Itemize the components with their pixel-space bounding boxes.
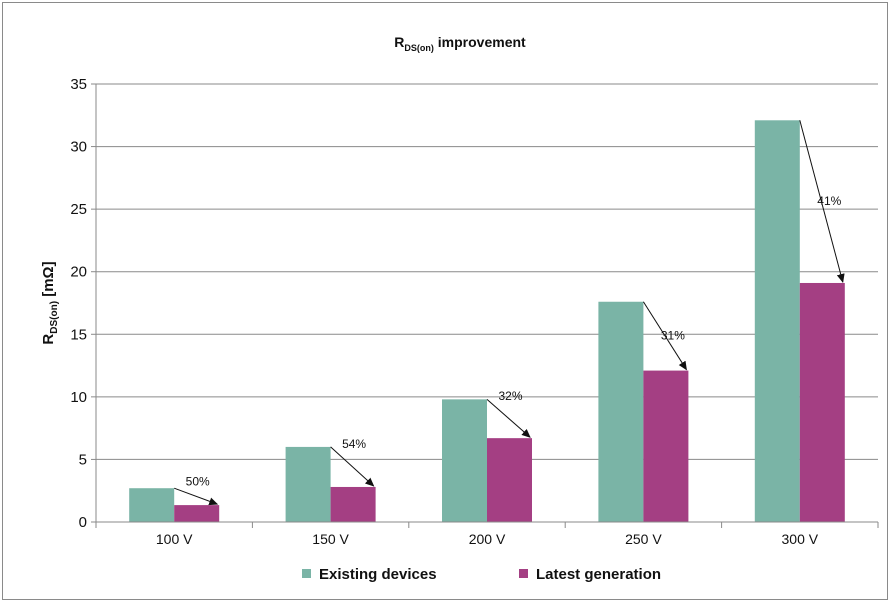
bar-latest-generation [330,486,376,522]
bar-latest-generation [643,370,689,522]
y-tick-label: 25 [70,201,87,218]
reduction-arrow [174,487,219,506]
reduction-arrow [642,301,687,371]
reduction-percent-label: 41% [817,194,841,208]
bar-latest-generation [487,438,532,522]
y-tick-label: 30 [70,139,87,156]
bar-latest-generation [174,505,220,522]
x-tick-label: 150 V [312,531,349,547]
bar-existing-devices [442,399,487,522]
y-tick-label: 0 [79,514,87,531]
reduction-percent-label: 50% [186,475,210,489]
reduction-arrow [486,398,531,438]
x-tick-label: 200 V [469,531,506,547]
bar-existing-devices [598,301,644,522]
reduction-arrow [330,446,375,487]
legend-swatch [302,569,311,578]
x-tick-label: 100 V [156,531,193,547]
bar-existing-devices [754,120,800,522]
x-tick-label: 300 V [782,531,819,547]
y-tick-label: 15 [70,326,87,343]
reduction-percent-label: 31% [661,329,685,343]
reduction-percent-label: 54% [342,437,366,451]
y-tick-label: 20 [70,264,87,281]
x-tick-labels: 100 V 150 V 200 V 250 V 300 V [156,531,819,547]
gridlines [96,83,878,460]
bar-latest-generation [799,282,845,522]
bars [129,120,845,522]
y-tick-label: 10 [70,389,87,406]
legend-label: Latest generation [536,566,661,583]
y-axis-label: RDS(on) [mΩ] [40,261,60,344]
y-tick-labels: 0 5 10 15 20 25 30 35 [70,76,87,531]
bar-existing-devices [129,488,175,522]
legend: Existing devices Latest generation [302,566,661,583]
chart-title: RDS(on) improvement [394,34,526,53]
bar-existing-devices [285,446,331,522]
reduction-arrows: 50% 54% 32% 31% 41% [174,120,845,506]
y-tick-label: 5 [79,451,87,468]
y-tick-label: 35 [70,76,87,93]
x-tick-label: 250 V [625,531,662,547]
legend-label: Existing devices [319,566,437,583]
reduction-arrow [799,120,845,283]
reduction-percent-label: 32% [498,389,522,403]
axes [91,83,879,528]
legend-swatch [519,569,528,578]
